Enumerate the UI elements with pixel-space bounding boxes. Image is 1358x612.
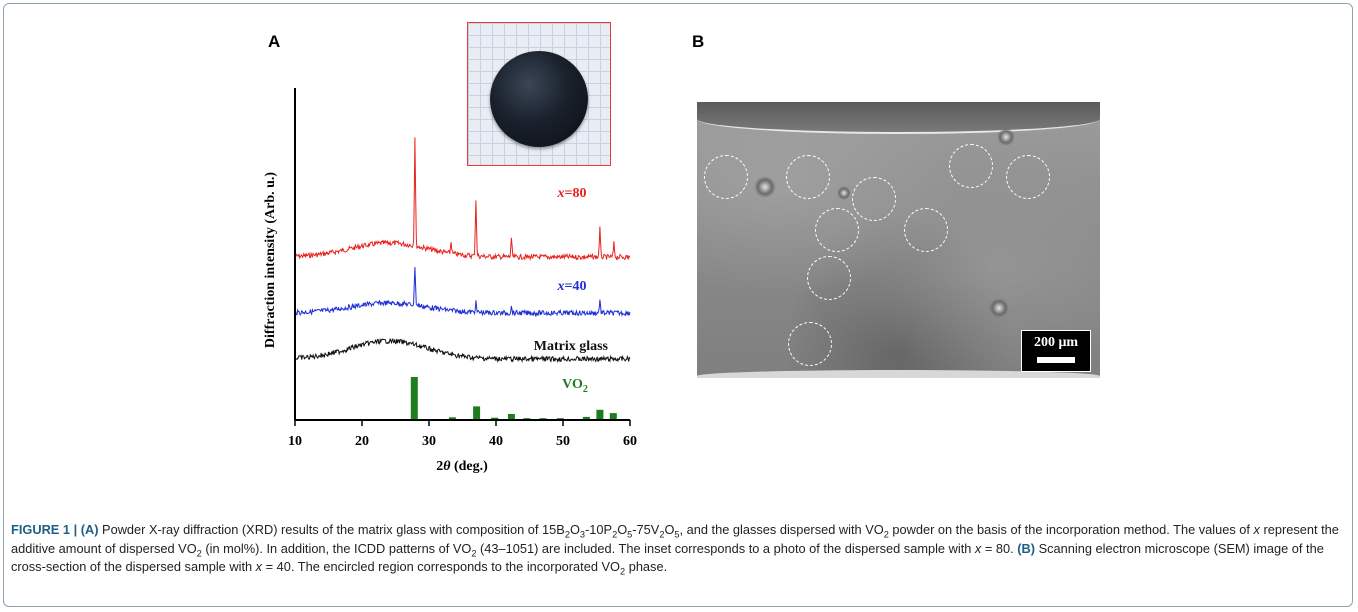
series-line-0 (294, 137, 631, 262)
series-line-2 (294, 337, 631, 363)
sem-image: 200 μm (697, 102, 1100, 378)
caption-text: -75V (632, 522, 660, 537)
scale-bar-label: 200 μm (1033, 335, 1079, 350)
caption-italic: x (255, 559, 263, 574)
pore (997, 128, 1015, 146)
reference-bar-8 (582, 416, 590, 419)
encircled-vo2-region (1006, 155, 1050, 199)
caption-sub: 2 (564, 529, 570, 540)
reference-bar-6 (539, 418, 547, 420)
reference-bar-9 (596, 409, 604, 419)
caption-text: Powder X-ray diffraction (XRD) results o… (98, 522, 565, 537)
caption-italic: x (974, 540, 982, 556)
encircled-vo2-region (704, 155, 748, 199)
reference-bar-0 (410, 377, 418, 419)
caption-italic: x (1253, 522, 1260, 537)
caption-text: powder on the basis of the incorporation… (888, 522, 1254, 537)
series-label-2: Matrix glass (534, 339, 609, 354)
caption-text: O (664, 522, 675, 537)
caption-sub: 2 (620, 566, 626, 577)
reference-bars (410, 377, 617, 420)
x-tick-label-5: 60 (623, 434, 637, 449)
scale-bar (1037, 357, 1075, 363)
pore (754, 176, 776, 198)
caption-tag-a: (A) (80, 522, 99, 537)
series-layer (294, 137, 631, 363)
reference-bar-1 (448, 417, 456, 419)
caption-sub: 2 (659, 529, 665, 540)
caption-text: = 40. The encircled region corresponds t… (262, 559, 621, 574)
x-tick-label-0: 10 (288, 434, 302, 449)
caption-text: phase. (625, 559, 668, 574)
caption-text: Scanning electron microscope (SEM) image… (11, 540, 1324, 575)
x-axis-label: 2θ (deg.) (436, 459, 488, 474)
sem-bottom-edge (697, 370, 1100, 378)
series-line-1 (294, 266, 631, 318)
caption-sub: 2 (471, 548, 477, 559)
series-labels: x=80 x=40 Matrix glass VO2 (534, 186, 609, 395)
caption-sub: 2 (883, 529, 889, 540)
caption-sub: 5 (674, 529, 680, 540)
reference-bar-3 (491, 417, 499, 419)
encircled-vo2-region (786, 155, 830, 199)
caption-text: O (617, 522, 628, 537)
encircled-vo2-region (788, 322, 832, 366)
caption-sub: 2 (612, 529, 618, 540)
figure-caption: FIGURE 1 | (A) Powder X-ray diffraction … (11, 521, 1345, 577)
encircled-vo2-region (904, 208, 948, 252)
caption-text: O (569, 522, 580, 537)
caption-text: -10P (585, 522, 613, 537)
x-axis-label-part: 2 (436, 459, 443, 474)
caption-text: (43–1051) are included. The inset corres… (476, 540, 975, 556)
dark-glass-disc (490, 51, 588, 147)
caption-text: represent the additive amount of dispers… (11, 522, 1339, 556)
pore (837, 186, 851, 200)
x-tick-label-2: 30 (422, 434, 436, 449)
x-ticks: 10 20 30 40 50 60 (288, 420, 637, 449)
caption-tag-b: (B) (1017, 540, 1036, 556)
caption-text: = 80. (981, 540, 1018, 556)
caption-sub: 2 (196, 548, 202, 559)
caption-text: (in mol%). In addition, the ICDD pattern… (201, 540, 472, 556)
encircled-vo2-region (807, 256, 851, 300)
caption-text: , and the glasses dispersed with VO (679, 522, 884, 537)
x-axis-label-unit: (deg.) (450, 459, 488, 474)
reference-bar-5 (523, 418, 531, 420)
x-tick-label-4: 50 (556, 434, 570, 449)
x-tick-label-3: 40 (489, 434, 503, 449)
encircled-vo2-region (815, 208, 859, 252)
reference-label: VO2 (562, 377, 588, 395)
figure-label: FIGURE 1 | (11, 522, 81, 537)
caption-sub: 5 (627, 529, 633, 540)
figure-frame (3, 3, 1353, 607)
x-tick-label-1: 20 (355, 434, 369, 449)
encircled-vo2-region (949, 144, 993, 188)
y-axis-label: Diffraction intensity (Arb. u.) (263, 172, 278, 348)
panel-b-label: B (692, 32, 705, 51)
reference-bar-10 (609, 413, 617, 419)
encircled-vo2-region (852, 177, 896, 221)
series-label-0: x=80 (557, 186, 587, 201)
reference-bar-2 (473, 406, 481, 419)
inset-photo (467, 22, 611, 166)
panel-a-label: A (268, 32, 281, 51)
pore (989, 298, 1009, 318)
scale-bar-box: 200 μm (1021, 330, 1091, 372)
caption-sub: 3 (579, 529, 586, 540)
x-axis-label-theta: θ (443, 459, 451, 474)
reference-bar-4 (507, 414, 515, 419)
xrd-chart: 10 20 30 40 50 60 x=80 x=40 Matrix glass VO2 Dif… (263, 88, 637, 474)
sem-top-edge (697, 102, 1100, 134)
reference-bar-7 (556, 418, 564, 420)
series-label-1: x=40 (557, 279, 587, 294)
